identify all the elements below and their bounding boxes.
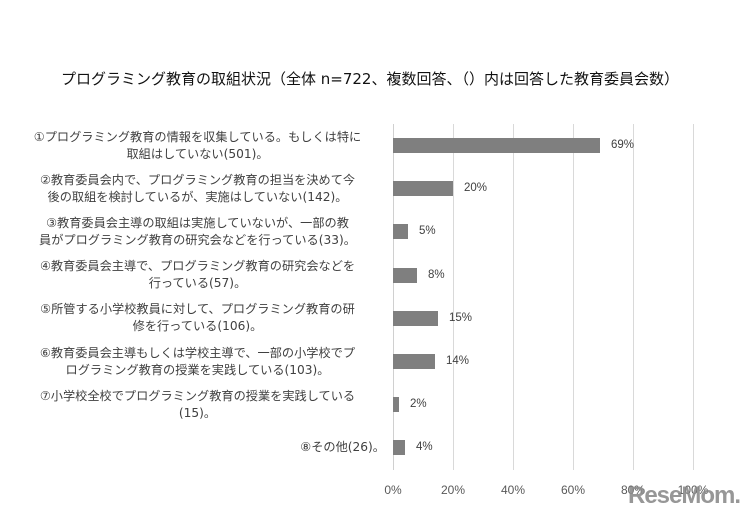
bar-value-label: 69% bbox=[611, 139, 635, 151]
x-tick-label: 20% bbox=[440, 483, 466, 497]
bar bbox=[393, 267, 417, 283]
bar-row: 20% bbox=[393, 167, 733, 210]
category-label: ⑥教育委員会主導もしくは学校主導で、一部の小学校でプ ログラミング教育の授業を実践… bbox=[10, 345, 385, 379]
bar bbox=[393, 440, 405, 456]
category-label: ⑧その他(26)。 bbox=[10, 439, 385, 456]
category-label-line: ⑤所管する小学校教員に対して、プログラミング教育の研 bbox=[40, 302, 355, 317]
category-label-line: ⑧その他(26)。 bbox=[300, 440, 385, 455]
bar bbox=[393, 397, 399, 413]
category-label: ④教育委員会主導で、プログラミング教育の研究会などを 行っている(57)。 bbox=[10, 258, 385, 292]
bar-row: 4% bbox=[393, 426, 733, 469]
bar bbox=[393, 310, 438, 326]
bar-value-label: 14% bbox=[446, 355, 470, 367]
bar bbox=[393, 181, 453, 197]
category-label-line: ⑦小学校全校でプログラミング教育の授業を実践している bbox=[39, 388, 356, 403]
category-label-line: ①プログラミング教育の情報を収集している。もしくは特に bbox=[33, 129, 362, 144]
category-label: ②教育委員会内で、プログラミング教育の担当を決めて今 後の取組を検討しているが、実… bbox=[10, 172, 385, 206]
x-tick-label: 0% bbox=[384, 483, 402, 497]
gridline bbox=[513, 124, 514, 470]
category-label-line: ②教育委員会内で、プログラミング教育の担当を決めて今 bbox=[39, 172, 356, 187]
category-label-line: ⑥教育委員会主導もしくは学校主導で、一部の小学校でプ bbox=[39, 345, 356, 360]
bar-value-label: 8% bbox=[428, 268, 445, 281]
bar bbox=[393, 224, 408, 240]
bar-value-label: 2% bbox=[410, 398, 427, 411]
category-label-line: 員がプログラミング教育の研究会などを行っている(33)。 bbox=[39, 232, 356, 247]
bar-value-label: 4% bbox=[416, 441, 433, 454]
category-label-line: (15)。 bbox=[178, 405, 217, 420]
gridline bbox=[453, 124, 454, 470]
category-label: ①プログラミング教育の情報を収集している。もしくは特に 取組はしていない(501)… bbox=[10, 129, 385, 163]
category-label: ⑦小学校全校でプログラミング教育の授業を実践している (15)。 bbox=[10, 388, 385, 422]
category-label-line: 修を行っている(106)。 bbox=[132, 319, 263, 334]
bar-value-label: 15% bbox=[449, 311, 473, 324]
plot-area: 69% 20% 5% 8% 15% 14% 2% 4% bbox=[393, 124, 694, 470]
bar-row: 69% bbox=[393, 124, 733, 167]
category-label-line: ④教育委員会主導で、プログラミング教育の研究会などを bbox=[39, 259, 356, 274]
gridline bbox=[393, 124, 394, 470]
bar-row: 14% bbox=[393, 340, 733, 383]
chart-title: プログラミング教育の取組状況（全体 n=722、複数回答、（）内は回答した教育委… bbox=[61, 70, 679, 88]
bar bbox=[393, 354, 435, 369]
gridline bbox=[693, 124, 694, 470]
category-label-line: ログラミング教育の授業を実践している(103)。 bbox=[65, 362, 330, 377]
bar-row: 2% bbox=[393, 383, 733, 426]
bar-value-label: 5% bbox=[419, 225, 436, 238]
x-tick-label: 40% bbox=[500, 483, 526, 497]
x-tick-label: 60% bbox=[560, 483, 586, 497]
category-label-line: 後の取組を検討しているが、実施はしていない(142)。 bbox=[47, 189, 348, 204]
category-label: ⑤所管する小学校教員に対して、プログラミング教育の研 修を行っている(106)。 bbox=[10, 301, 385, 335]
category-label-line: ③教育委員会主導の取組は実施していないが、一部の教 bbox=[46, 215, 349, 230]
gridline bbox=[633, 124, 634, 470]
resemom-watermark-logo: ReseMom. bbox=[628, 482, 740, 509]
category-label: ③教育委員会主導の取組は実施していないが、一部の教 員がプログラミング教育の研究会… bbox=[10, 215, 385, 249]
bar-row: 5% bbox=[393, 210, 733, 253]
bar-row: 15% bbox=[393, 297, 733, 340]
x-tick-label: 80% bbox=[620, 483, 646, 497]
bar-row: 8% bbox=[393, 254, 733, 297]
bar bbox=[393, 138, 600, 153]
bar-value-label: 20% bbox=[464, 182, 488, 195]
x-tick-label: 100% bbox=[677, 483, 709, 497]
category-label-line: 行っている(57)。 bbox=[148, 276, 247, 291]
gridline bbox=[573, 124, 574, 470]
category-label-line: 取組はしていない(501)。 bbox=[126, 146, 269, 161]
